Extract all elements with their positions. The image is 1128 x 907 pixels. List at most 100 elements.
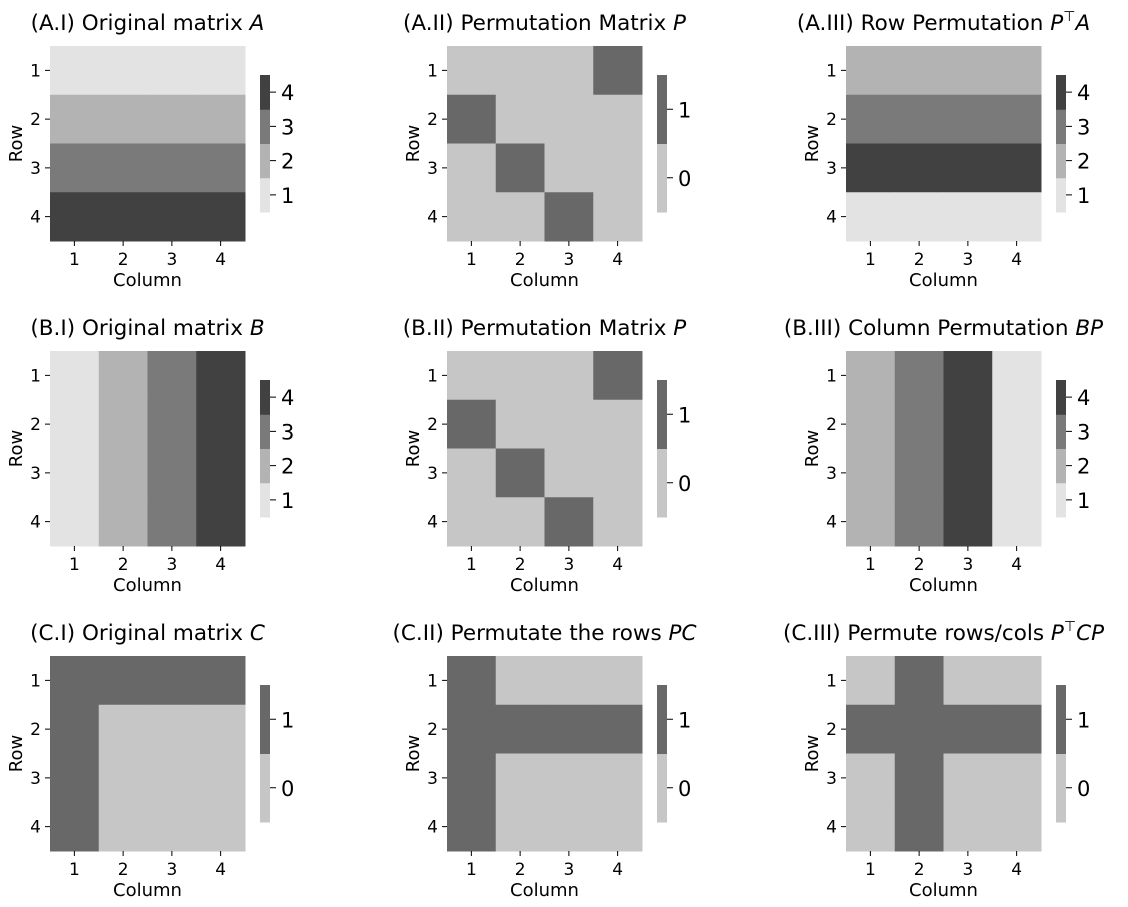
heatmap-panel: (C.III) Permute rows/cols P⊤CP 1 2 3 4 1 2 3 4 Co… xyxy=(783,619,1104,901)
colorbar-tick-label: 1 xyxy=(678,708,691,732)
y-tick-label: 1 xyxy=(826,671,837,691)
heatmap-cell xyxy=(495,656,545,706)
panel-title: (B.III) Column Permutation BP xyxy=(784,316,1103,341)
y-tick-label: 1 xyxy=(427,61,438,81)
y-axis-label: Row xyxy=(6,430,27,467)
heatmap-cell xyxy=(495,399,545,449)
x-tick-label: 1 xyxy=(69,250,80,270)
heatmap-cell xyxy=(98,192,148,242)
x-tick-label: 4 xyxy=(215,250,226,270)
heatmap-cell xyxy=(593,497,643,547)
y-tick-label: 1 xyxy=(427,671,438,691)
x-tick-label: 4 xyxy=(1011,250,1022,270)
heatmap-cell xyxy=(147,656,197,706)
heatmap-cell xyxy=(544,704,594,754)
x-axis-label: Column xyxy=(510,270,579,291)
heatmap-panel: (B.III) Column Permutation BP 1 2 3 4 1 2 3 4 Col… xyxy=(784,316,1103,596)
y-tick-label: 4 xyxy=(427,208,438,228)
y-tick-label: 3 xyxy=(30,159,41,179)
heatmap-cell xyxy=(544,448,594,498)
colorbar-tick-label: 2 xyxy=(1077,150,1090,174)
heatmap-cell xyxy=(447,399,497,449)
x-tick-label: 4 xyxy=(612,250,623,270)
heatmap-cell xyxy=(50,192,100,242)
x-tick-label: 1 xyxy=(466,860,477,880)
heatmap-cell xyxy=(894,192,944,242)
y-tick-label: 3 xyxy=(427,159,438,179)
heatmap-cell xyxy=(593,753,643,803)
x-tick-label: 2 xyxy=(515,555,526,575)
heatmap-cell xyxy=(147,192,197,242)
heatmap-cell xyxy=(196,399,246,449)
y-axis-label: Row xyxy=(403,125,424,162)
heatmap-cell xyxy=(544,351,594,401)
heatmap-cell xyxy=(992,351,1042,401)
x-tick-label: 4 xyxy=(612,860,623,880)
y-tick-label: 2 xyxy=(427,415,438,435)
colorbar-segment xyxy=(1056,380,1066,415)
colorbar-segment xyxy=(657,143,667,213)
heatmap-panel: (A.III) Row Permutation P⊤A 1 2 3 4 1 2 3 4 Colum… xyxy=(797,9,1091,291)
colorbar-tick-label: 1 xyxy=(1077,184,1090,208)
heatmap-cell xyxy=(544,656,594,706)
x-tick-label: 1 xyxy=(69,860,80,880)
colorbar-segment xyxy=(1056,143,1066,179)
heatmap-cell xyxy=(846,497,896,547)
heatmap-cell xyxy=(943,94,993,144)
x-tick-label: 3 xyxy=(563,860,574,880)
colorbar-segment xyxy=(1056,482,1066,518)
colorbar-tick-label: 0 xyxy=(678,777,691,801)
y-tick-label: 2 xyxy=(427,720,438,740)
heatmap-cell xyxy=(846,802,896,852)
colorbar: 01 xyxy=(657,380,691,518)
heatmap-cell xyxy=(196,351,246,401)
heatmap-cell xyxy=(544,399,594,449)
heatmap-cell xyxy=(593,351,643,401)
heatmap-cell xyxy=(98,94,148,144)
heatmap-cell xyxy=(147,497,197,547)
heatmap-cell xyxy=(147,351,197,401)
heatmap-panel: (C.I) Original matrix C 1 2 3 4 1 2 3 4 Column Row… xyxy=(6,621,294,901)
heatmap-cell xyxy=(544,143,594,193)
x-tick-label: 4 xyxy=(215,860,226,880)
heatmap-cell xyxy=(50,143,100,193)
heatmap-cell xyxy=(894,802,944,852)
x-axis-label: Column xyxy=(909,575,978,596)
x-tick-label: 2 xyxy=(118,860,129,880)
colorbar: 01 xyxy=(260,685,294,823)
x-tick-label: 2 xyxy=(118,250,129,270)
heatmap-cell xyxy=(846,46,896,96)
colorbar-tick-label: 2 xyxy=(281,455,294,479)
colorbar-tick-label: 1 xyxy=(678,98,691,122)
heatmap-cell xyxy=(846,94,896,144)
x-tick-label: 1 xyxy=(466,555,477,575)
heatmap-cell xyxy=(495,94,545,144)
colorbar-tick-label: 2 xyxy=(281,150,294,174)
heatmap-cell xyxy=(943,497,993,547)
x-axis-label: Column xyxy=(909,270,978,291)
heatmap-cell xyxy=(98,448,148,498)
heatmap-cell xyxy=(943,351,993,401)
heatmap-cell xyxy=(98,351,148,401)
panel-title: (C.I) Original matrix C xyxy=(30,621,265,646)
heatmap-cell xyxy=(593,802,643,852)
y-tick-label: 1 xyxy=(427,366,438,386)
heatmap-cell xyxy=(495,448,545,498)
heatmap-cell xyxy=(894,753,944,803)
y-axis-label: Row xyxy=(802,735,823,772)
x-tick-label: 3 xyxy=(563,250,574,270)
x-tick-label: 3 xyxy=(166,555,177,575)
heatmap-cell xyxy=(98,656,148,706)
heatmap-cell xyxy=(593,143,643,193)
heatmap-cell xyxy=(447,46,497,96)
colorbar: 1 2 3 4 xyxy=(260,380,294,518)
x-tick-label: 1 xyxy=(865,250,876,270)
panel-title: (B.I) Original matrix B xyxy=(30,316,264,341)
heatmap-cell xyxy=(992,656,1042,706)
heatmap-cell xyxy=(846,143,896,193)
heatmap-cell xyxy=(147,753,197,803)
panel-title: (A.II) Permutation Matrix P xyxy=(403,11,686,36)
colorbar-segment xyxy=(657,448,667,518)
y-tick-label: 3 xyxy=(30,464,41,484)
colorbar-tick-label: 1 xyxy=(1077,708,1090,732)
